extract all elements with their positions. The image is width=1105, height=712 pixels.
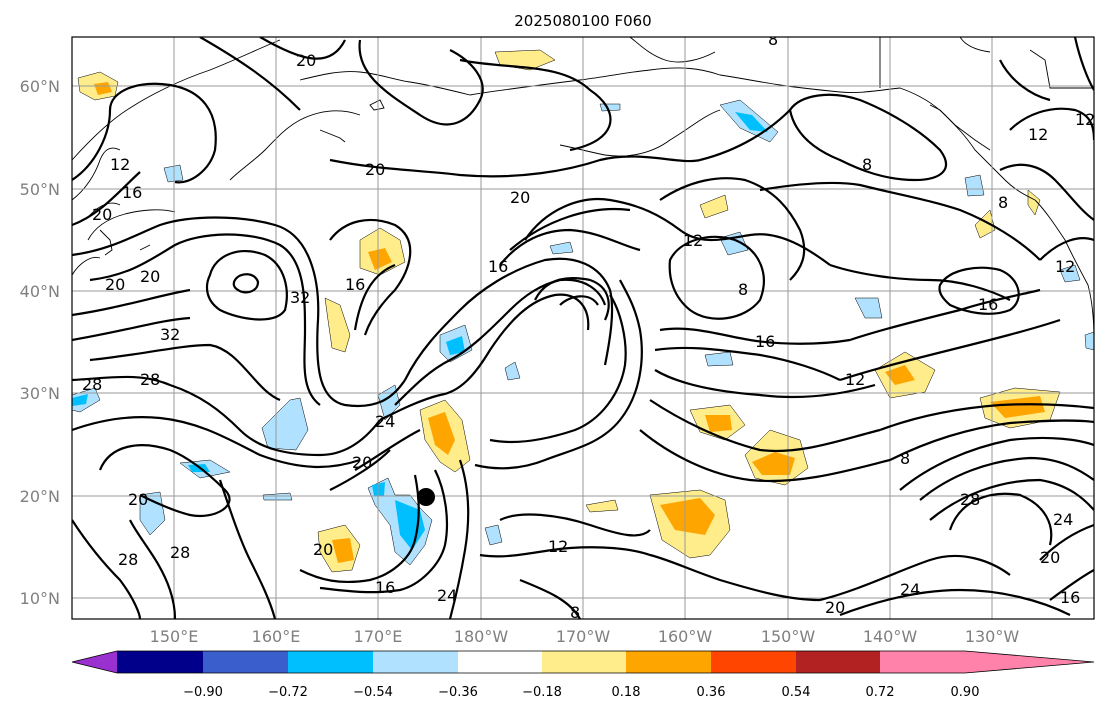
contour-label: 28 <box>118 550 138 569</box>
contour-label: 20 <box>296 51 316 70</box>
contour-label: 8 <box>570 603 580 622</box>
lon-label: 170°E <box>354 627 403 646</box>
contour-label: 12 <box>845 370 865 389</box>
map-area: 20 20 20 20 12 16 20 20 16 32 32 28 28 2… <box>72 30 1095 622</box>
contour-label: 16 <box>978 295 998 314</box>
colorbar-tick: −0.54 <box>353 685 393 700</box>
contour-label: 8 <box>900 449 910 468</box>
contour-label: 8 <box>862 155 872 174</box>
colorbar-tick: −0.36 <box>438 685 478 700</box>
contour-label: 12 <box>548 537 568 556</box>
colorbar-segment <box>796 651 880 673</box>
lat-label: 50°N <box>20 180 60 199</box>
contour-label: 12 <box>1055 257 1075 276</box>
colorbar: −0.90 −0.72 −0.54 −0.36 −0.18 0.18 0.36 … <box>71 650 1095 700</box>
colorbar-tick: −0.90 <box>183 685 223 700</box>
contour-label-layer: 20 20 20 20 12 16 20 20 16 32 32 28 28 2… <box>82 30 1095 622</box>
lat-axis: 60°N 50°N 40°N 30°N 20°N 10°N <box>20 77 60 608</box>
colorbar-extend-high <box>965 651 1094 673</box>
contour-label: 20 <box>825 598 845 617</box>
lon-label: 170°W <box>556 627 611 646</box>
contour-label: 8 <box>738 280 748 299</box>
contour-label: 20 <box>92 205 112 224</box>
contour-label: 16 <box>375 578 395 597</box>
colorbar-segment <box>711 651 796 673</box>
contour-label: 20 <box>128 490 148 509</box>
colorbar-tick: 0.72 <box>866 685 895 700</box>
contour-label: 32 <box>290 288 310 307</box>
contour-label: 16 <box>122 183 142 202</box>
lon-label: 150°W <box>761 627 816 646</box>
lon-label: 130°W <box>965 627 1020 646</box>
colorbar-segment <box>880 651 965 673</box>
lon-label: 160°E <box>252 627 301 646</box>
lat-label: 30°N <box>20 384 60 403</box>
colorbar-segment <box>458 651 542 673</box>
map-title: 2025080100 F060 <box>514 12 651 30</box>
contour-label: 16 <box>755 332 775 351</box>
colorbar-segment <box>203 651 288 673</box>
contour-label: 12 <box>1075 110 1095 129</box>
contour-label: 16 <box>345 275 365 294</box>
contour-label: 12 <box>110 155 130 174</box>
contour-label: 12 <box>1028 125 1048 144</box>
colorbar-tick: 0.36 <box>697 685 726 700</box>
lat-label: 10°N <box>20 589 60 608</box>
contour-label: 8 <box>768 30 778 49</box>
lon-axis: 150°E 160°E 170°E 180°W 170°W 160°W 150°… <box>150 627 1020 646</box>
lon-label: 140°W <box>863 627 918 646</box>
colorbar-extend-low <box>72 651 117 673</box>
contour-label: 32 <box>160 325 180 344</box>
contour-label: 20 <box>140 267 160 286</box>
colorbar-segment <box>626 651 711 673</box>
contour-lines <box>72 37 1094 619</box>
contour-label: 20 <box>105 275 125 294</box>
contour-label: 20 <box>510 188 530 207</box>
colorbar-segment <box>542 651 626 673</box>
lon-label: 160°W <box>658 627 713 646</box>
colorbar-segment <box>288 651 373 673</box>
colorbar-tick: −0.18 <box>522 685 562 700</box>
contour-label: 28 <box>140 370 160 389</box>
lat-label: 60°N <box>20 77 60 96</box>
contour-label: 20 <box>1040 548 1060 567</box>
contour-label: 28 <box>170 543 190 562</box>
contour-label: 28 <box>960 490 980 509</box>
colorbar-tick: 0.18 <box>612 685 641 700</box>
contour-label: 24 <box>900 580 920 599</box>
contour-label: 24 <box>375 412 395 431</box>
colorbar-tick: 0.90 <box>951 685 980 700</box>
contour-label: 20 <box>365 160 385 179</box>
contour-label: 24 <box>1053 510 1073 529</box>
colorbar-segment <box>373 651 458 673</box>
lat-label: 20°N <box>20 487 60 506</box>
contour-label: 20 <box>313 540 333 559</box>
lat-label: 40°N <box>20 282 60 301</box>
contour-label: 16 <box>488 257 508 276</box>
contour-label: 8 <box>998 193 1008 212</box>
contour-label: 16 <box>1060 588 1080 607</box>
contour-label: 20 <box>352 453 372 472</box>
lon-label: 150°E <box>150 627 199 646</box>
colorbar-tick: 0.54 <box>782 685 811 700</box>
storm-center-marker <box>417 488 435 506</box>
colorbar-segment <box>117 651 203 673</box>
colorbar-tick: −0.72 <box>268 685 308 700</box>
contour-label: 24 <box>437 586 457 605</box>
map-frame <box>71 36 1095 620</box>
lon-label: 180°W <box>454 627 509 646</box>
contour-label: 12 <box>683 231 703 250</box>
contour-label: 28 <box>82 375 102 394</box>
